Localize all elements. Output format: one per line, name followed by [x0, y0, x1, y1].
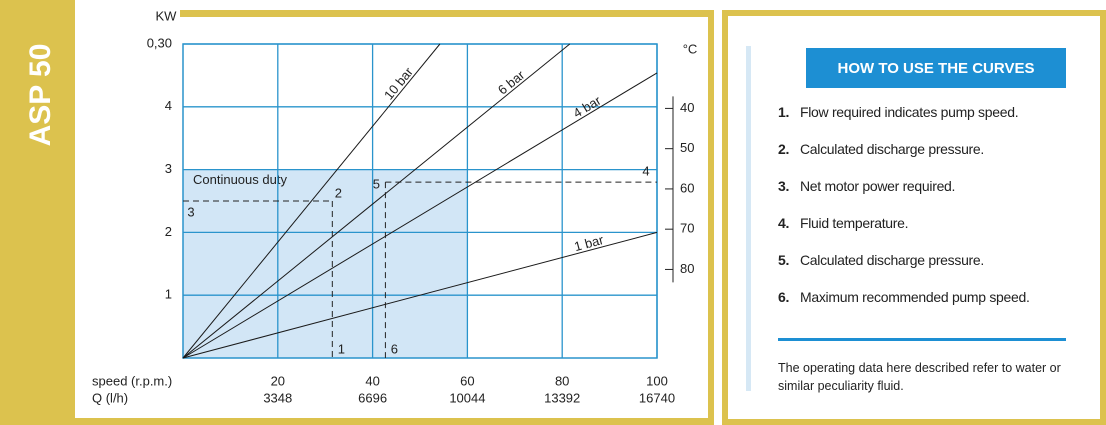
pressure-curve	[182, 231, 658, 359]
x-tick-label: 60	[460, 373, 474, 388]
y2-tick-label: 80	[680, 261, 694, 276]
y-tick-label: 2	[165, 224, 172, 239]
guide-label: 4	[642, 164, 649, 179]
x-tick-label: 20	[271, 373, 285, 388]
x2-tick-label: 6696	[358, 390, 387, 405]
model-label: ASP 50	[24, 44, 57, 147]
curve-label: 4 bar	[570, 92, 604, 120]
x2-tick-label: 10044	[449, 390, 485, 405]
divider	[778, 338, 1066, 341]
y-tick-label: 0,30	[147, 35, 172, 50]
step-number: 6.	[778, 289, 790, 305]
curve-label: 10 bar	[381, 64, 416, 103]
frame-top	[180, 10, 714, 17]
step: 3. Net motor power required.	[778, 178, 1030, 215]
y-axis-label: KW	[156, 8, 178, 23]
x-tick-label: 40	[365, 373, 379, 388]
y-tick-label: 3	[165, 161, 172, 176]
curve-label: 6 bar	[495, 67, 528, 98]
y2-tick-label: 60	[680, 180, 694, 195]
panel-title: HOW TO USE THE CURVES	[806, 48, 1066, 88]
guide-label: 2	[335, 185, 342, 200]
frame-bottom	[75, 418, 714, 425]
y2-tick-label: 50	[680, 140, 694, 155]
step-number: 2.	[778, 141, 790, 157]
x-axis-label: speed (r.p.m.)	[92, 373, 172, 388]
x2-tick-label: 13392	[544, 390, 580, 405]
guide-label: 6	[391, 341, 398, 356]
y-tick-label: 1	[165, 287, 172, 302]
step-number: 4.	[778, 215, 790, 231]
step: 2. Calculated discharge pressure.	[778, 141, 1030, 178]
region-label: Continuous duty	[193, 172, 287, 187]
step: 6. Maximum recommended pump speed.	[778, 289, 1030, 326]
guide-label: 3	[187, 204, 194, 219]
y2-tick-label: 70	[680, 221, 694, 236]
x-tick-label: 100	[646, 373, 668, 388]
frame-right	[708, 10, 714, 425]
step: 1. Flow required indicates pump speed.	[778, 104, 1030, 141]
instructions-panel: HOW TO USE THE CURVES 1. Flow required in…	[722, 10, 1106, 425]
step: 4. Fluid temperature.	[778, 215, 1030, 252]
x2-tick-label: 16740	[639, 390, 675, 405]
y-tick-label: 4	[165, 98, 172, 113]
step-number: 3.	[778, 178, 790, 194]
continuous-duty-region	[183, 169, 468, 358]
accent-bar	[746, 46, 751, 391]
guide-label: 5	[373, 177, 380, 192]
guide-label: 1	[338, 341, 345, 356]
step-text: Flow required indicates pump speed.	[800, 104, 1019, 120]
side-strip	[0, 0, 75, 425]
step-number: 1.	[778, 104, 790, 120]
x2-axis-label: Q (l/h)	[92, 390, 128, 405]
steps-list: 1. Flow required indicates pump speed. 2. C…	[778, 104, 1030, 326]
x-tick-label: 80	[555, 373, 569, 388]
pressure-curve	[182, 72, 658, 359]
pressure-curve	[182, 43, 441, 359]
curve-label: 1 bar	[573, 232, 606, 254]
step-text: Calculated discharge pressure.	[800, 252, 984, 268]
step-text: Net motor power required.	[800, 178, 956, 194]
panel-note: The operating data here described refer …	[778, 361, 1061, 393]
y2-axis-label: °C	[683, 41, 698, 56]
y2-tick-label: 40	[680, 100, 694, 115]
step: 5. Calculated discharge pressure.	[778, 252, 1030, 289]
step-text: Maximum recommended pump speed.	[800, 289, 1030, 305]
step-text: Fluid temperature.	[800, 215, 909, 231]
pressure-curve	[182, 43, 571, 359]
x2-tick-label: 3348	[263, 390, 292, 405]
chart: ASP 50 KW °C speed (r.p.m.) Q (l/h) Cont…	[0, 0, 714, 425]
step-number: 5.	[778, 252, 790, 268]
step-text: Calculated discharge pressure.	[800, 141, 984, 157]
